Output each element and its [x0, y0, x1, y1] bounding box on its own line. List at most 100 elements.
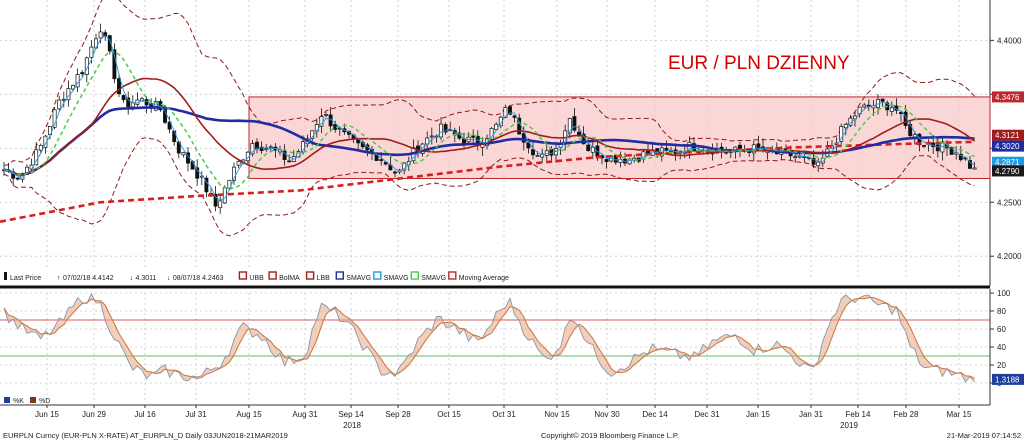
candle-body — [107, 35, 112, 52]
candle-body — [462, 138, 466, 144]
legend-swatch — [373, 271, 382, 280]
y-tick-label: 60 — [997, 325, 1006, 334]
legend-label: 08/07/18 4.2463 — [173, 275, 224, 282]
candle-body — [71, 85, 75, 90]
candle-body — [163, 109, 167, 123]
y-tick-label: 4.4000 — [997, 36, 1022, 45]
x-axis: Jun 15 Jun 29 Jul 16 Jul 31 Aug 15 Aug 31 Sep … — [35, 405, 972, 430]
candle-body — [255, 141, 259, 150]
candle-body — [664, 147, 669, 151]
value-tag — [992, 373, 1024, 385]
legend-background — [0, 269, 495, 283]
candle-body — [531, 149, 535, 156]
candle-body — [604, 159, 609, 163]
x-tick-label: Dec 31 — [694, 410, 720, 419]
value-tag-label: 4.2790 — [995, 167, 1020, 176]
value-tag-label: 4.2871 — [995, 158, 1020, 167]
candle-body — [843, 123, 848, 129]
lower-bollinger-band — [3, 137, 975, 237]
legend-swatch — [30, 397, 36, 403]
candle-body — [577, 131, 581, 136]
legend-swatch — [268, 271, 277, 280]
bollinger-ma — [3, 77, 976, 176]
candle-body — [508, 106, 512, 115]
x-tick-label: Jan 31 — [799, 410, 824, 419]
candle-body — [57, 99, 62, 110]
x-tick-label: Nov 15 — [544, 410, 570, 419]
y-tick-label: 40 — [997, 343, 1006, 352]
candle-body — [540, 153, 545, 158]
down-arrow-icon: ↓ — [130, 275, 134, 282]
candle-body — [935, 144, 940, 152]
candle-body — [204, 177, 209, 193]
candle-body — [195, 167, 200, 179]
x-tick-label: Jul 31 — [185, 410, 207, 419]
down-arrow-icon: ↓ — [167, 275, 171, 282]
candle-body — [250, 143, 255, 155]
candle-body — [140, 98, 144, 102]
x-tick-label: Jun 15 — [35, 410, 60, 419]
candle-body — [287, 160, 292, 163]
candle-body — [494, 123, 499, 130]
candle-body — [429, 135, 434, 138]
value-tag-label: 1.3188 — [995, 375, 1020, 384]
x-tick-label: Dec 14 — [642, 410, 668, 419]
candle-body — [420, 143, 425, 154]
candle-body — [227, 179, 232, 189]
candle-body — [471, 135, 476, 138]
candle-body — [89, 46, 94, 58]
candle-body — [15, 177, 20, 180]
candle-body — [167, 121, 172, 130]
legend-swatch — [305, 271, 315, 280]
value-tag — [992, 140, 1024, 152]
candle-body — [61, 98, 66, 101]
candle-body — [880, 98, 885, 102]
candle-body — [503, 107, 508, 118]
candle-body — [839, 126, 844, 142]
candle-body — [213, 193, 218, 207]
value-tag — [992, 91, 1024, 103]
legend-swatch — [238, 271, 248, 280]
footer-right: 21-Mar-2019 07:14:52 — [947, 431, 1021, 440]
candle-body — [259, 146, 264, 152]
x-tick-label: Sep 28 — [385, 410, 411, 419]
candle-body — [912, 134, 917, 138]
x-tick-label: Oct 15 — [437, 410, 461, 419]
candle-body — [190, 161, 195, 170]
value-tag — [992, 129, 1024, 141]
candle-body — [793, 156, 798, 159]
upper-bollinger-band — [3, 0, 975, 166]
candle-body — [521, 133, 526, 143]
x-tick-label: Mar 15 — [947, 410, 972, 419]
candle-body — [922, 145, 926, 147]
candle-body — [402, 162, 407, 171]
oscillator-fill — [4, 293, 975, 383]
legend-oscillator: %K %D — [4, 397, 50, 405]
footer-center: Copyright© 2019 Bloomberg Finance L.P. — [541, 431, 679, 440]
legend-label: LBB — [317, 275, 331, 282]
candle-body — [117, 78, 121, 95]
legend-label: Moving Average — [459, 275, 509, 282]
x-tick-label: Jun 29 — [82, 410, 107, 419]
candle-body — [112, 49, 117, 80]
candle-body — [126, 97, 131, 107]
legend-label: SMAVG — [346, 275, 371, 282]
x-tick-label: Jul 16 — [134, 410, 156, 419]
value-tag-label: 4.3476 — [995, 93, 1020, 102]
candle-body — [535, 155, 540, 157]
footer-left: EURPLN Curncy (EUR-PLN X-RATE) AT_EURPLN… — [3, 431, 288, 440]
x-year-label: 2018 — [343, 421, 361, 430]
legend-label: SMAVG — [421, 275, 446, 282]
x-tick-label: Nov 30 — [594, 410, 620, 419]
legend-label: 07/02/18 4.4142 — [63, 275, 114, 282]
y-tick-label: 20 — [997, 361, 1006, 370]
legend-label: %K — [13, 398, 24, 405]
value-tag — [992, 165, 1024, 177]
legend-label: SMAVG — [384, 275, 409, 282]
candle-body — [34, 149, 39, 166]
legend-swatch — [335, 271, 344, 280]
x-tick-label: Feb 28 — [894, 410, 919, 419]
candle-body — [379, 159, 384, 161]
long-moving-average — [0, 140, 976, 223]
